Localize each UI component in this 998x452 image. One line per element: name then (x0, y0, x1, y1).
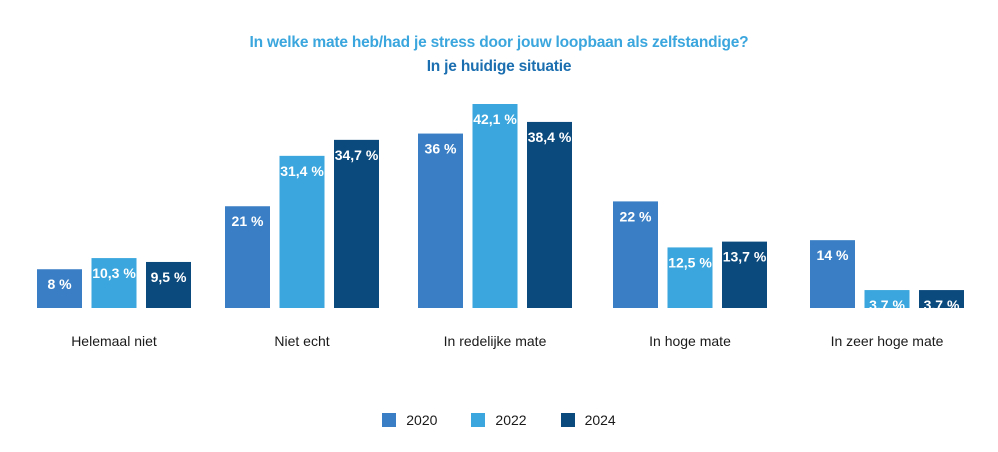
bar-helemaal-niet-2020 (37, 269, 82, 308)
bar-label-in-redelijke-mate-2020: 36 % (425, 141, 457, 157)
legend-swatch-2022 (471, 413, 486, 427)
category-label-niet-echt: Niet echt (274, 333, 329, 349)
legend: 2020 2022 2024 (0, 412, 998, 428)
bar-in-redelijke-mate-2024 (527, 121, 572, 308)
bar-in-hoge-mate-2024 (722, 241, 767, 308)
legend-swatch-2024 (560, 413, 575, 427)
bar-niet-echt-2022 (279, 155, 325, 308)
legend-item-2020: 2020 (382, 412, 437, 428)
bar-in-redelijke-mate-2020 (418, 133, 463, 308)
bar-label-in-zeer-hoge-mate-2024: 3,7 % (924, 297, 960, 313)
bar-label-in-redelijke-mate-2022: 42,1 % (473, 111, 517, 127)
bar-in-zeer-hoge-mate-2022 (864, 290, 910, 308)
bar-label-helemaal-niet-2024: 9,5 % (151, 269, 187, 285)
bar-label-in-zeer-hoge-mate-2022: 3,7 % (869, 297, 905, 313)
category-label-in-hoge-mate: In hoge mate (649, 333, 731, 349)
bar-label-in-zeer-hoge-mate-2020: 14 % (817, 247, 849, 263)
bar-label-in-hoge-mate-2020: 22 % (620, 208, 652, 224)
bar-label-niet-echt-2022: 31,4 % (280, 163, 324, 179)
legend-label-2022: 2022 (495, 412, 527, 428)
bar-label-in-redelijke-mate-2024: 38,4 % (528, 129, 572, 145)
legend-item-2024: 2024 (560, 412, 616, 428)
bar-in-hoge-mate-2022 (667, 247, 713, 308)
bar-niet-echt-2024 (334, 139, 379, 308)
bar-in-redelijke-mate-2022 (472, 104, 518, 308)
bar-in-zeer-hoge-mate-2024 (919, 290, 964, 308)
category-label-in-zeer-hoge-mate: In zeer hoge mate (831, 333, 944, 349)
legend-label-2024: 2024 (584, 412, 616, 428)
bar-label-helemaal-niet-2020: 8 % (47, 276, 72, 292)
legend-item-2022: 2022 (471, 412, 527, 428)
bar-label-helemaal-niet-2022: 10,3 % (92, 265, 136, 281)
bar-helemaal-niet-2022 (91, 258, 137, 308)
bar-label-in-hoge-mate-2024: 13,7 % (723, 249, 767, 265)
bar-niet-echt-2020 (225, 206, 270, 308)
chart-subtitle: In je huidige situatie (426, 58, 572, 75)
category-label-helemaal-niet: Helemaal niet (71, 333, 157, 349)
legend-label-2020: 2020 (406, 412, 438, 428)
bar-label-in-hoge-mate-2022: 12,5 % (668, 254, 712, 270)
bar-label-niet-echt-2024: 34,7 % (335, 147, 379, 163)
bar-label-niet-echt-2020: 21 % (232, 213, 264, 229)
category-label-in-redelijke-mate: In redelijke mate (444, 333, 547, 349)
chart-title: In welke mate heb/had je stress door jou… (249, 34, 749, 51)
bar-in-hoge-mate-2020 (613, 201, 658, 308)
legend-swatch-2020 (382, 413, 397, 427)
bar-helemaal-niet-2024 (146, 261, 191, 308)
bar-in-zeer-hoge-mate-2020 (810, 240, 855, 308)
bar-chart: 8 % 10,3 % 9,5 % Helemaal niet 21 % 31,4 % 34,… (37, 104, 964, 349)
